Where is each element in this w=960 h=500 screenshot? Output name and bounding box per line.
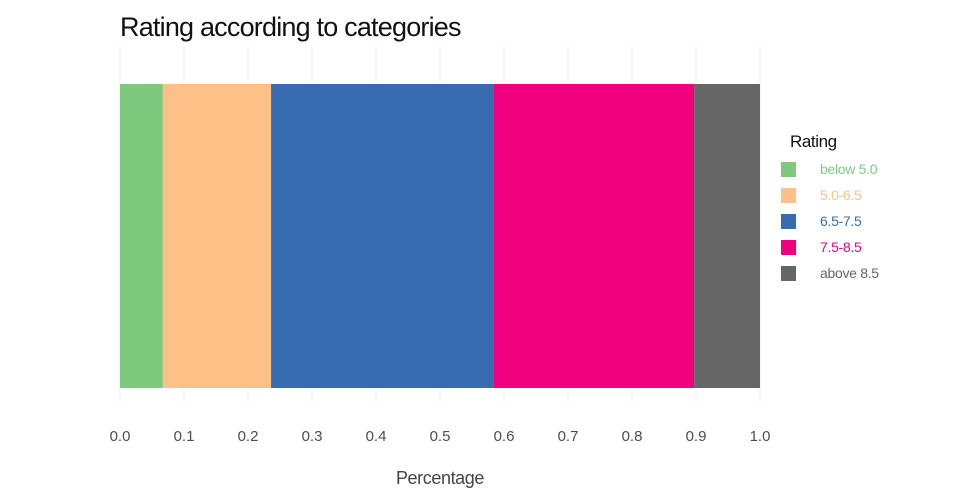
legend-item: above 8.5 bbox=[780, 260, 950, 286]
bar-segment bbox=[271, 84, 494, 388]
x-tick-label: 0.9 bbox=[686, 428, 707, 445]
legend-label: 7.5-8.5 bbox=[820, 239, 862, 255]
legend-swatch bbox=[781, 161, 796, 177]
x-tick-label: 0.0 bbox=[110, 428, 131, 445]
legend-title: Rating bbox=[790, 132, 837, 151]
x-tick-label: 0.4 bbox=[366, 428, 387, 445]
x-tick-label: 0.5 bbox=[430, 428, 451, 445]
legend: Rating below 5.0 5.0-6.5 6.5-7.5 7.5-8.5 abo… bbox=[780, 132, 950, 286]
chart-title: Rating according to categories bbox=[120, 12, 462, 42]
legend-item: 6.5-7.5 bbox=[780, 208, 950, 234]
legend-label: above 8.5 bbox=[820, 265, 879, 281]
legend-swatch bbox=[781, 213, 796, 229]
bar-segment bbox=[493, 84, 695, 388]
x-axis-label: Percentage bbox=[395, 468, 485, 488]
x-tick-label: 0.8 bbox=[622, 428, 643, 445]
legend-items: below 5.0 5.0-6.5 6.5-7.5 7.5-8.5 above 8.5 bbox=[780, 156, 950, 286]
bar-segment bbox=[120, 84, 163, 388]
x-tick-label: 0.7 bbox=[558, 428, 579, 445]
bar-segment bbox=[162, 84, 272, 388]
x-tick-labels: 0.0 0.1 0.2 0.3 0.4 0.5 0.6 0.7 0.8 0.9 1.0 bbox=[110, 428, 771, 445]
legend-item: 7.5-8.5 bbox=[780, 234, 950, 260]
x-tick-label: 0.1 bbox=[174, 428, 195, 445]
legend-label: below 5.0 bbox=[820, 161, 878, 177]
legend-label: 6.5-7.5 bbox=[820, 213, 862, 229]
x-tick-label: 0.6 bbox=[494, 428, 515, 445]
x-tick-label: 0.3 bbox=[302, 428, 323, 445]
legend-label: 5.0-6.5 bbox=[820, 187, 862, 203]
legend-swatch bbox=[781, 187, 796, 203]
legend-swatch bbox=[781, 239, 796, 255]
bar-segments bbox=[120, 84, 760, 388]
x-tick-label: 0.2 bbox=[238, 428, 259, 445]
bar-segment bbox=[694, 84, 760, 388]
legend-swatch bbox=[781, 265, 796, 281]
legend-item: below 5.0 bbox=[780, 156, 950, 182]
x-tick-label: 1.0 bbox=[750, 428, 771, 445]
legend-item: 5.0-6.5 bbox=[780, 182, 950, 208]
